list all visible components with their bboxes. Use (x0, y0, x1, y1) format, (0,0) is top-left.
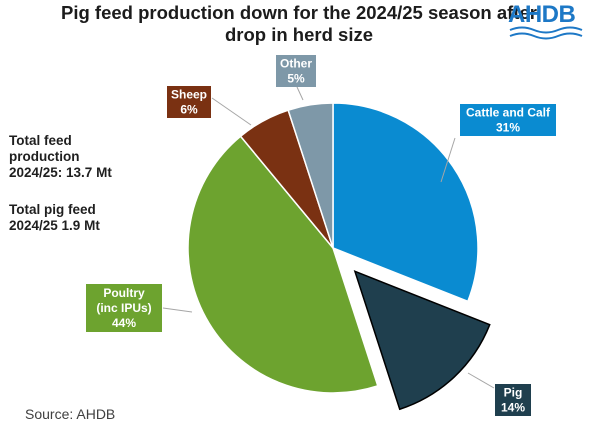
pie-slice-poultry (187, 135, 379, 394)
leader-line (440, 137, 456, 183)
data-label-value: 6% (180, 103, 198, 117)
total-pig-feed-line-2: 2024/25 1.9 Mt (9, 218, 100, 233)
total-feed-note: Total feed production 2024/25: 13.7 Mt (9, 133, 112, 181)
leader-line (467, 372, 495, 389)
title-line-2: drop in herd size (224, 24, 374, 45)
logo-wave-icon (509, 26, 583, 40)
pie-slice-other (287, 102, 334, 249)
leader-line (296, 86, 304, 101)
pie-slice-cattle-and-calf (332, 102, 479, 303)
data-label-category: Sheep (171, 88, 207, 102)
data-label-value: 14% (501, 401, 525, 415)
data-label-category: Other (280, 57, 312, 71)
title-line-1: Pig feed production down for the 2024/25… (61, 2, 537, 23)
total-pig-feed-note: Total pig feed 2024/25 1.9 Mt (9, 202, 100, 234)
logo-text: AHDB (508, 1, 576, 28)
data-label-value: 5% (287, 72, 305, 86)
leader-line (162, 307, 193, 313)
total-feed-line-2: production (9, 149, 80, 164)
total-feed-line-3: 2024/25: 13.7 Mt (9, 165, 112, 180)
data-label-category: Cattle and Calf (466, 106, 551, 120)
total-pig-feed-line-1: Total pig feed (9, 202, 96, 217)
pie-slice-pig (353, 270, 491, 411)
total-feed-line-1: Total feed (9, 133, 72, 148)
data-label-value: 44% (112, 316, 136, 330)
data-label: Poultry(inc IPUs)44% (86, 284, 162, 332)
data-label-box (167, 86, 211, 118)
data-label-category: Poultry (103, 286, 145, 300)
source-note: Source: AHDB (25, 406, 116, 422)
data-label-box (276, 55, 316, 87)
data-label-category: (inc IPUs) (96, 301, 151, 315)
data-label-box (495, 384, 531, 416)
chart-title: Pig feed production down for the 2024/25… (0, 2, 598, 46)
data-label-category: Pig (504, 386, 523, 400)
leader-line (211, 97, 252, 126)
data-label-value: 31% (496, 121, 520, 135)
data-label-box (460, 104, 556, 136)
ahdb-logo: AHDB (508, 2, 592, 42)
data-label-box (86, 284, 162, 332)
